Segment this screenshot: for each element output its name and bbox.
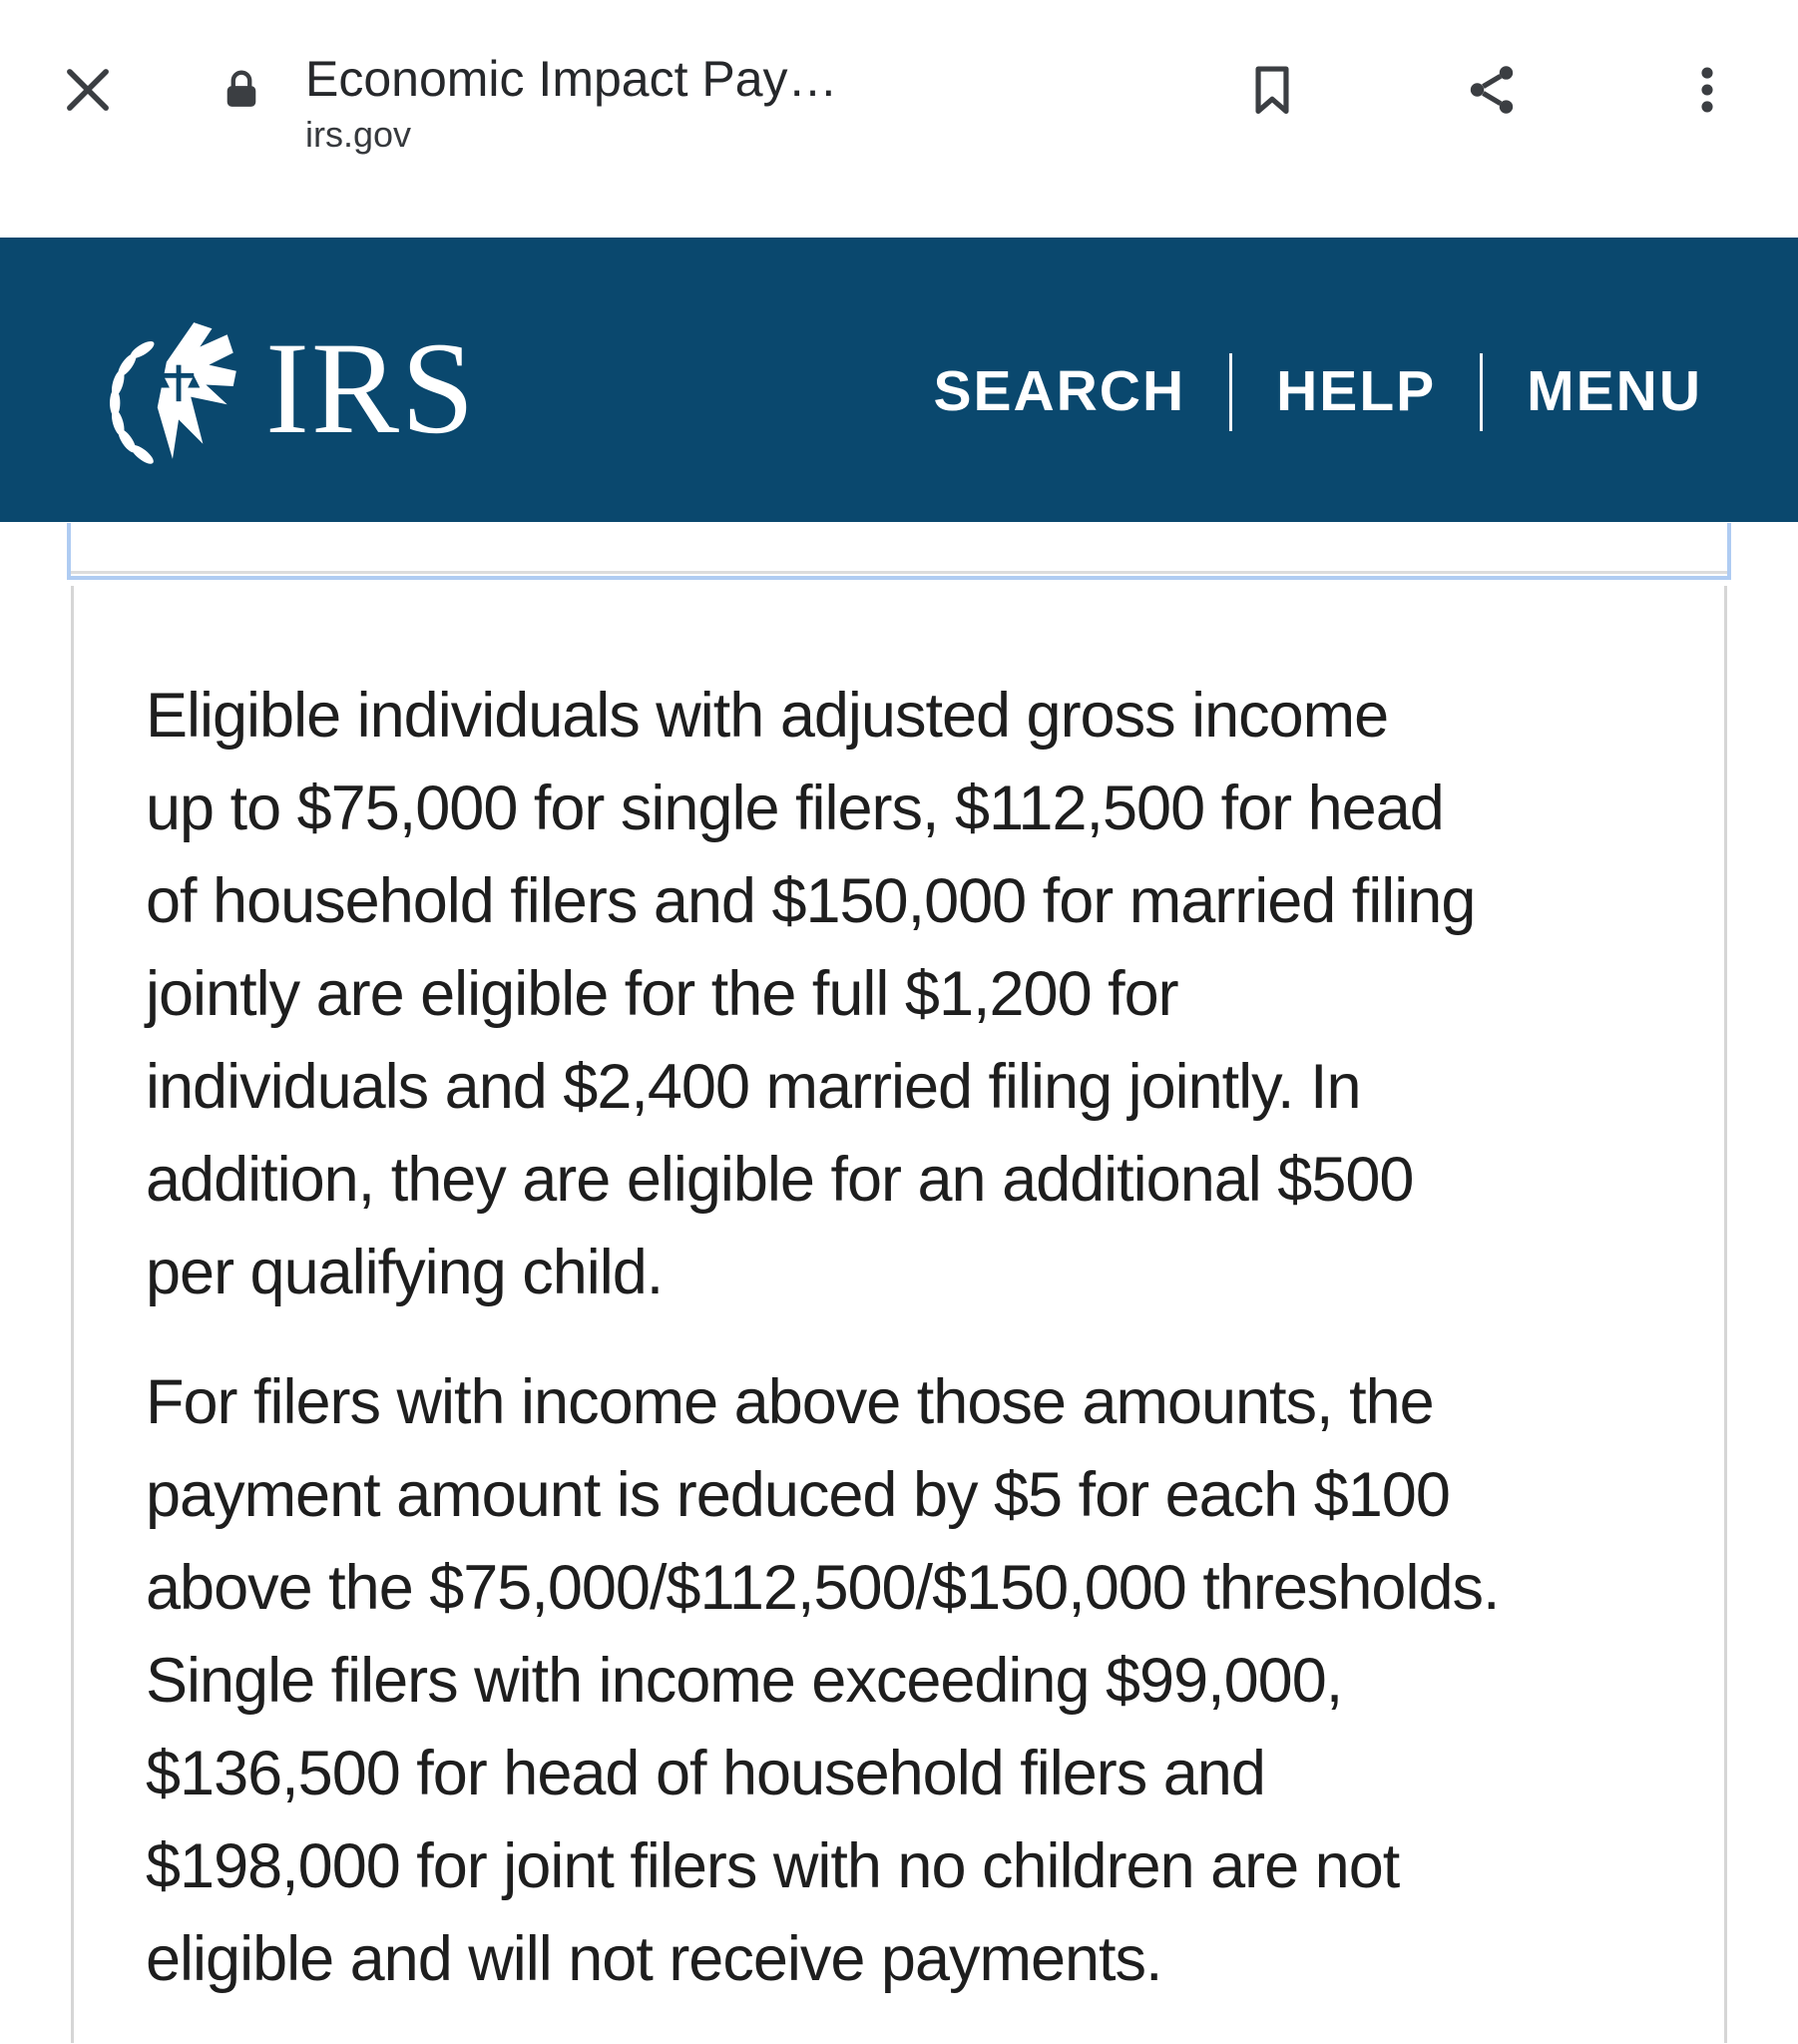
nav-separator	[1229, 352, 1233, 431]
close-icon[interactable]	[56, 58, 120, 122]
eligibility-paragraph: Eligible individuals with adjusted gross…	[146, 681, 1476, 1307]
site-nav: SEARCH HELP MENU	[889, 352, 1702, 431]
irs-wordmark: IRS	[265, 313, 477, 461]
lock-icon[interactable]	[216, 64, 267, 116]
page-title-block: Economic Impact Pay… irs.gov	[305, 50, 838, 158]
nav-search[interactable]: SEARCH	[933, 359, 1186, 423]
irs-site-header: IRS SEARCH HELP MENU	[0, 238, 1798, 522]
share-icon[interactable]	[1461, 59, 1523, 121]
nav-separator	[1480, 352, 1484, 431]
page-url: irs.gov	[305, 114, 412, 155]
irs-eagle-logo-icon	[100, 313, 251, 470]
bookmark-icon[interactable]	[1241, 59, 1303, 121]
nav-help[interactable]: HELP	[1276, 359, 1437, 423]
browser-bar: Economic Impact Pay… irs.gov	[0, 0, 1798, 238]
partial-box-inner-divider	[71, 571, 1727, 574]
content-box: Eligible individuals with adjusted gross…	[71, 586, 1727, 2043]
nav-menu[interactable]: MENU	[1527, 359, 1702, 423]
partial-highlight-box	[67, 523, 1731, 580]
page-title: Economic Impact Pay…	[305, 51, 838, 107]
phaseout-paragraph: For filers with income above those amoun…	[146, 1367, 1501, 1994]
overflow-menu-icon[interactable]	[1678, 61, 1736, 119]
irs-logo[interactable]: IRS	[100, 313, 476, 470]
